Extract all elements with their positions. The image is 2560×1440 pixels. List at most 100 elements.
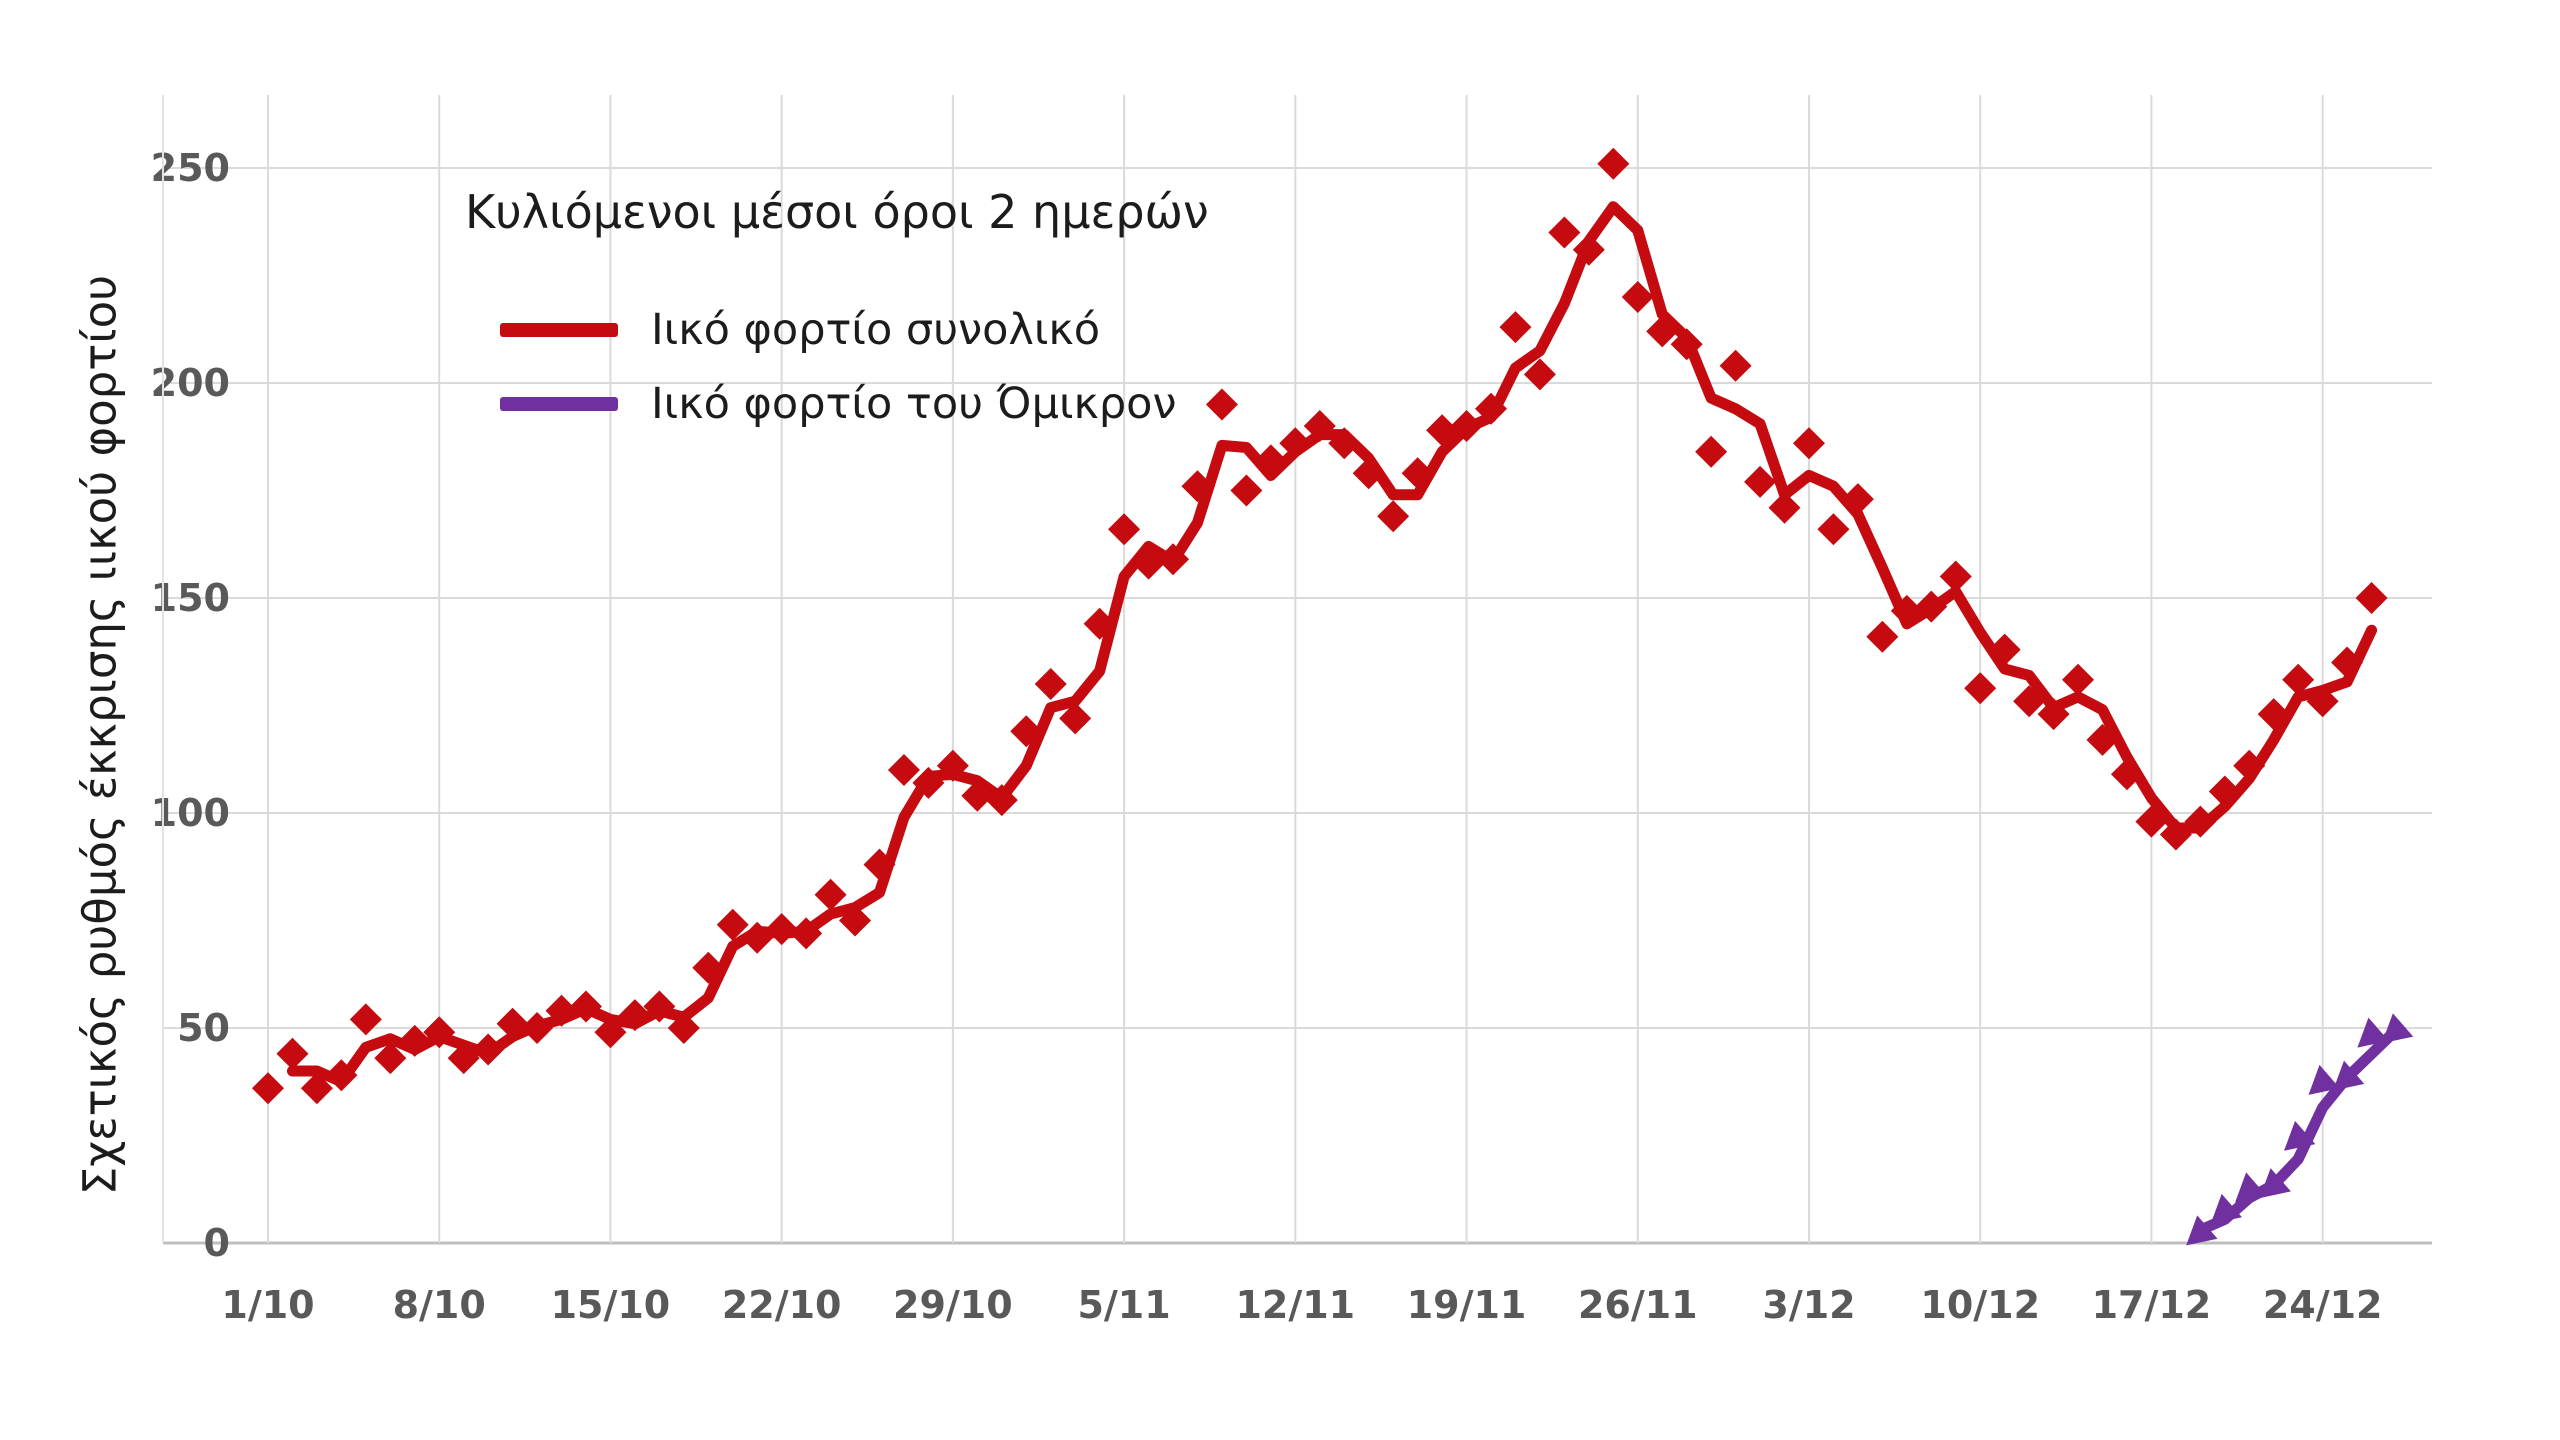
legend-label-total: Ιικό φορτίο συνολικό (651, 305, 1101, 355)
data-point-diamond (2331, 646, 2364, 679)
data-point-diamond (1303, 410, 1336, 442)
data-point-diamond (2257, 698, 2290, 731)
data-point-diamond (667, 1012, 700, 1044)
data-point-diamond (1866, 620, 1899, 653)
x-tick-label: 3/12 (1762, 1283, 1855, 1327)
data-point-diamond (2037, 698, 2070, 731)
data-point-diamond (545, 994, 578, 1027)
data-point-diamond (1034, 668, 1067, 700)
data-point-triangle (2235, 1172, 2267, 1203)
y-tick-label: 50 (177, 1006, 230, 1050)
data-point-diamond (447, 1042, 480, 1075)
data-point-diamond (569, 990, 602, 1023)
data-point-diamond (790, 917, 823, 950)
data-point-diamond (521, 1012, 554, 1044)
y-tick-label: 0 (204, 1221, 230, 1265)
data-point-diamond (1621, 281, 1654, 313)
x-tick-label: 19/11 (1407, 1283, 1527, 1327)
data-point-diamond (1377, 500, 1410, 533)
data-point-diamond (1181, 470, 1214, 503)
data-point-diamond (1279, 427, 1312, 460)
data-point-triangle (2357, 1017, 2389, 1048)
data-point-diamond (2159, 818, 2192, 851)
data-point-diamond (618, 999, 651, 1032)
data-point-diamond (423, 1016, 456, 1049)
data-point-diamond (1010, 715, 1043, 748)
data-point-diamond (1597, 147, 1630, 180)
x-tick-label: 22/10 (722, 1283, 842, 1327)
data-point-diamond (692, 951, 725, 984)
data-point-diamond (1132, 547, 1165, 580)
data-point-diamond (1426, 414, 1459, 447)
data-point-diamond (863, 848, 896, 881)
data-point-diamond (936, 749, 969, 782)
data-point-diamond (252, 1072, 284, 1105)
data-point-diamond (1475, 392, 1507, 425)
data-point-diamond (716, 908, 749, 941)
data-point-diamond (374, 1042, 407, 1075)
data-point-diamond (741, 921, 774, 954)
data-point-diamond (276, 1037, 309, 1070)
data-point-diamond (2086, 723, 2119, 756)
data-point-diamond (496, 1007, 529, 1040)
x-tick-label: 10/12 (1920, 1283, 2040, 1327)
data-point-triangle (2308, 1064, 2340, 1095)
y-axis-title: Σχετικός ρυθμός έκκρισης ιικού φορτίου (73, 274, 127, 1196)
data-point-diamond (985, 784, 1018, 817)
data-point-diamond (1523, 358, 1556, 391)
data-point-diamond (1401, 457, 1434, 490)
data-point-diamond (1157, 543, 1190, 576)
data-point-diamond (1841, 483, 1874, 516)
omicron-series-swatch-icon (500, 397, 618, 411)
data-point-diamond (1890, 594, 1923, 627)
legend-title: Κυλιόμενοι μέσοι όροι 2 ημερών (465, 185, 1209, 239)
x-tick-label: 12/11 (1235, 1283, 1355, 1327)
data-point-diamond (1719, 349, 1752, 382)
data-point-diamond (961, 779, 994, 812)
data-point-diamond (1964, 672, 1997, 705)
data-point-diamond (1083, 607, 1116, 640)
data-point-diamond (349, 1003, 382, 1036)
data-point-diamond (1744, 465, 1777, 498)
x-tick-label: 26/11 (1578, 1283, 1698, 1327)
legend-item-total: Ιικό φορτίο συνολικό (500, 305, 1100, 355)
data-point-diamond (912, 766, 945, 799)
data-point-diamond (300, 1072, 333, 1105)
legend-item-omicron: Ιικό φορτίο του Όμικρον (500, 379, 1177, 429)
data-point-diamond (2355, 582, 2388, 614)
data-point-diamond (2282, 663, 2315, 696)
data-point-diamond (1695, 435, 1728, 468)
data-point-triangle (2332, 1060, 2365, 1091)
data-point-diamond (1939, 560, 1972, 593)
legend-label-omicron: Ιικό φορτίο του Όμικρον (651, 379, 1177, 429)
data-point-diamond (1254, 444, 1287, 477)
total-series-swatch-icon (500, 323, 618, 337)
legend: Κυλιόμενοι μέσοι όροι 2 ημερών Ιικό φορτ… (465, 185, 1209, 429)
data-point-triangle (2284, 1120, 2316, 1151)
data-point-diamond (2184, 805, 2217, 838)
data-point-diamond (2306, 685, 2339, 718)
data-point-diamond (2135, 805, 2168, 838)
data-point-diamond (1572, 233, 1605, 266)
data-point-diamond (1768, 491, 1801, 524)
data-point-triangle (2259, 1168, 2291, 1199)
data-point-diamond (1205, 388, 1238, 421)
data-point-diamond (1792, 427, 1825, 460)
data-point-diamond (765, 913, 798, 946)
data-point-triangle (2381, 1013, 2414, 1044)
data-point-diamond (2233, 749, 2266, 782)
data-point-diamond (1915, 590, 1948, 623)
data-point-diamond (1230, 474, 1263, 507)
data-point-diamond (472, 1033, 505, 1066)
data-point-diamond (1108, 513, 1141, 546)
x-tick-label: 1/10 (221, 1283, 314, 1327)
x-tick-label: 15/10 (551, 1283, 671, 1327)
data-point-diamond (839, 904, 872, 937)
data-point-diamond (1450, 410, 1483, 442)
data-point-diamond (887, 754, 920, 786)
data-point-diamond (1328, 427, 1361, 460)
data-point-diamond (594, 1016, 627, 1049)
data-point-diamond (2208, 775, 2241, 808)
data-point-diamond (1646, 315, 1679, 348)
